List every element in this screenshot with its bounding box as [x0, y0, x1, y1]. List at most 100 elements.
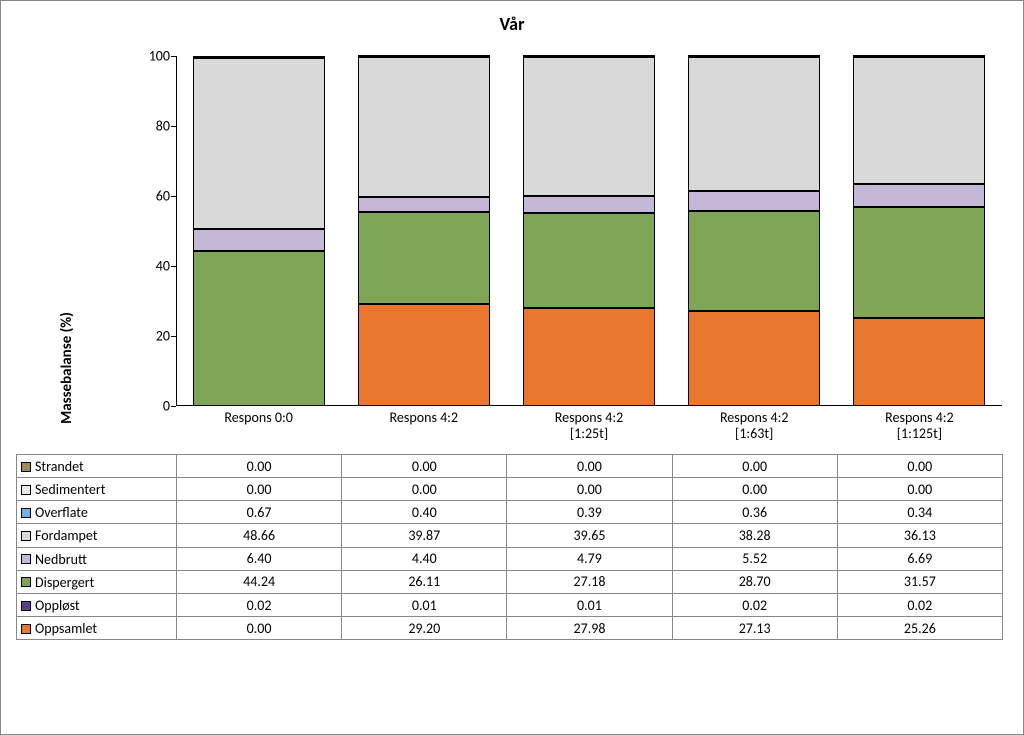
y-tick-mark	[171, 126, 176, 127]
legend-swatch	[21, 554, 31, 564]
y-tick-mark	[171, 336, 176, 337]
legend-swatch	[21, 531, 31, 541]
bar-segment-nedbrutt	[688, 191, 820, 210]
row-header-sedimentert: Sedimentert	[17, 478, 177, 501]
table-cell: 0.00	[507, 478, 672, 501]
row-header-overflate: Overflate	[17, 501, 177, 524]
table-cell: 39.87	[342, 524, 507, 547]
y-tick-mark	[171, 56, 176, 57]
y-tick-mark	[171, 266, 176, 267]
legend-swatch	[21, 601, 31, 611]
plot-area: 020406080100Respons 0:0Respons 4:2Respon…	[176, 56, 1002, 406]
y-tick-label: 80	[156, 118, 170, 135]
bar-segment-oppsamlet	[523, 308, 655, 406]
bar-segment-overflate	[853, 55, 985, 57]
table-cell: 0.02	[837, 593, 1002, 616]
table-cell: 0.01	[342, 593, 507, 616]
row-header-label: Nedbrutt	[35, 551, 87, 568]
legend-swatch	[21, 624, 31, 634]
bar-segment-fordampet	[688, 57, 820, 191]
row-header-label: Sedimentert	[35, 481, 105, 498]
table-cell: 0.00	[342, 478, 507, 501]
data-table: Strandet0.000.000.000.000.00Sedimentert0…	[16, 454, 1003, 640]
row-header-label: Overflate	[35, 504, 88, 521]
table-cell: 0.01	[507, 593, 672, 616]
bar-segment-oppsamlet	[853, 318, 985, 406]
table-cell: 44.24	[177, 570, 342, 593]
row-header-dispergert: Dispergert	[17, 570, 177, 593]
x-category-label: Respons 4:2[1:25t]	[506, 406, 671, 442]
bar-segment-fordampet	[523, 57, 655, 196]
bar-segment-fordampet	[358, 57, 490, 197]
table-cell: 36.13	[837, 524, 1002, 547]
x-category-label: Respons 0:0	[176, 406, 341, 426]
table-row: Dispergert44.2426.1127.1828.7031.57	[17, 570, 1003, 593]
bar-group	[523, 56, 655, 406]
table-cell: 29.20	[342, 617, 507, 640]
table-cell: 39.65	[507, 524, 672, 547]
table-cell: 6.69	[837, 547, 1002, 570]
bar-segment-overflate	[358, 55, 490, 57]
table-cell: 27.13	[672, 617, 837, 640]
row-header-fordampet: Fordampet	[17, 524, 177, 547]
row-header-label: Strandet	[35, 458, 84, 475]
bar-segment-fordampet	[193, 58, 325, 228]
legend-swatch	[21, 577, 31, 587]
table-cell: 0.00	[342, 455, 507, 478]
table-cell: 6.40	[177, 547, 342, 570]
table-cell: 0.00	[672, 478, 837, 501]
table-cell: 25.26	[837, 617, 1002, 640]
table-cell: 0.00	[177, 478, 342, 501]
legend-swatch	[21, 508, 31, 518]
table-cell: 0.36	[672, 501, 837, 524]
figure: Vår Massebalanse (%) 020406080100Respons…	[0, 0, 1024, 735]
bar-segment-overflate	[193, 56, 325, 58]
table-cell: 27.98	[507, 617, 672, 640]
bar-segment-fordampet	[853, 57, 985, 183]
table-cell: 0.02	[672, 593, 837, 616]
legend-swatch	[21, 485, 31, 495]
table-row: Oppløst0.020.010.010.020.02	[17, 593, 1003, 616]
row-header-oppløst: Oppløst	[17, 593, 177, 616]
row-header-nedbrutt: Nedbrutt	[17, 547, 177, 570]
bar-segment-dispergert	[358, 212, 490, 303]
table-cell: 0.02	[177, 593, 342, 616]
table-cell: 0.00	[177, 455, 342, 478]
table-cell: 48.66	[177, 524, 342, 547]
x-category-label: Respons 4:2[1:63t]	[672, 406, 837, 442]
table-row: Strandet0.000.000.000.000.00	[17, 455, 1003, 478]
table-row: Fordampet48.6639.8739.6538.2836.13	[17, 524, 1003, 547]
bar-segment-nedbrutt	[523, 196, 655, 213]
table-row: Overflate0.670.400.390.360.34	[17, 501, 1003, 524]
bar-segment-oppsamlet	[688, 311, 820, 406]
bar-segment-nedbrutt	[358, 197, 490, 212]
y-tick-label: 40	[156, 258, 170, 275]
table-cell: 4.79	[507, 547, 672, 570]
bar-segment-overflate	[688, 55, 820, 57]
row-header-label: Oppsamlet	[35, 620, 97, 637]
table-row: Sedimentert0.000.000.000.000.00	[17, 478, 1003, 501]
table-cell: 4.40	[342, 547, 507, 570]
x-category-label: Respons 4:2	[341, 406, 506, 426]
table-cell: 0.00	[837, 455, 1002, 478]
bar-segment-dispergert	[193, 251, 325, 406]
bar-segment-nedbrutt	[193, 229, 325, 251]
table-cell: 5.52	[672, 547, 837, 570]
bar-group	[853, 56, 985, 406]
table-cell: 0.67	[177, 501, 342, 524]
table-cell: 28.70	[672, 570, 837, 593]
y-tick-label: 60	[156, 188, 170, 205]
chart-title: Vår	[1, 13, 1023, 35]
table-cell: 26.11	[342, 570, 507, 593]
table-row: Oppsamlet 0.0029.2027.9827.1325.26	[17, 617, 1003, 640]
y-tick-mark	[171, 196, 176, 197]
table-cell: 0.00	[837, 478, 1002, 501]
bar-group	[193, 56, 325, 406]
y-tick-label: 100	[149, 48, 170, 65]
row-header-label: Oppløst	[35, 597, 80, 614]
legend-swatch	[21, 462, 31, 472]
table-cell: 0.00	[177, 617, 342, 640]
bar-group	[358, 56, 490, 406]
row-header-label: Fordampet	[35, 528, 98, 545]
table-cell: 0.40	[342, 501, 507, 524]
